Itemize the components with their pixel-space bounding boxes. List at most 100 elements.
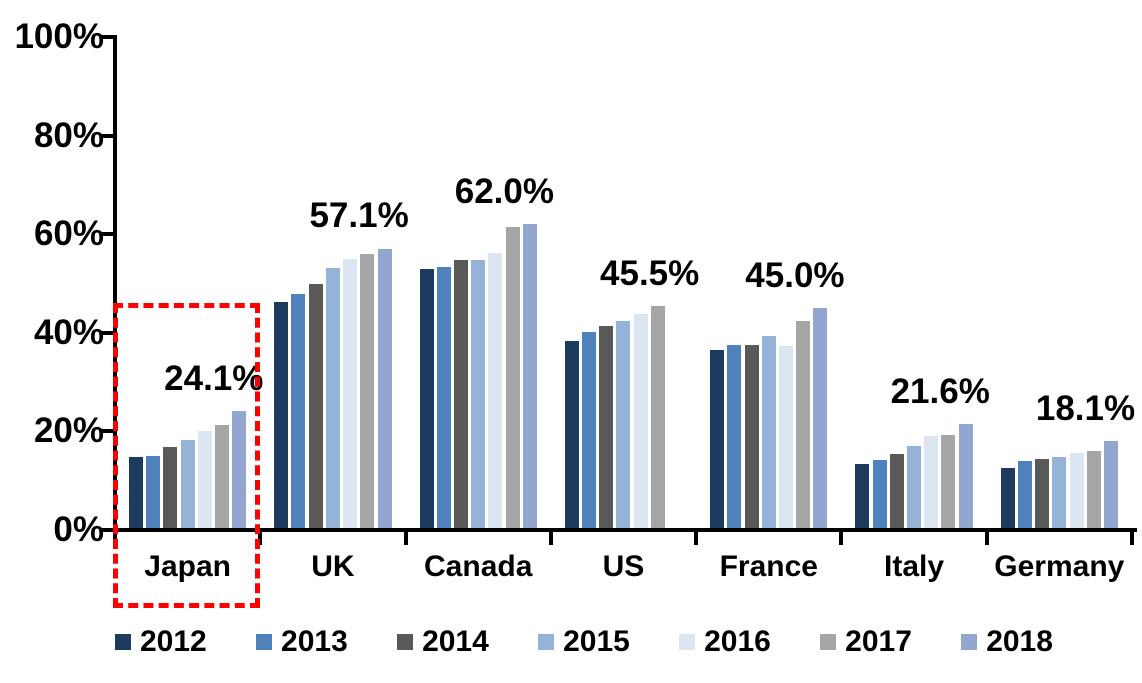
category-group-uk <box>260 37 405 530</box>
y-tick-label: 80% <box>33 115 104 155</box>
legend-label-2014: 2014 <box>422 625 489 658</box>
data-label-us: 45.5% <box>600 253 700 293</box>
bar-japan-2018 <box>232 411 247 530</box>
category-label-us: US <box>602 550 645 583</box>
y-tick-mark <box>101 35 114 39</box>
legend-item-2017: 2017 <box>820 626 912 658</box>
bar-japan-2012 <box>129 456 143 530</box>
bar-italy-2017 <box>941 435 956 530</box>
category-label-germany: Germany <box>994 550 1125 583</box>
y-tick-label: 20% <box>33 411 104 451</box>
bar-us-2013 <box>582 331 597 530</box>
legend-label-2018: 2018 <box>986 625 1053 658</box>
legend-item-2015: 2015 <box>538 626 630 658</box>
legend-item-2018: 2018 <box>961 626 1053 658</box>
bar-uk-2013 <box>291 294 306 530</box>
bar-italy-2013 <box>872 459 887 530</box>
category-label-france: France <box>719 550 818 583</box>
legend-item-2012: 2012 <box>115 626 207 658</box>
data-label-japan: 24.1% <box>164 359 264 399</box>
legend-label-2016: 2016 <box>704 625 771 658</box>
y-tick-mark <box>101 232 114 237</box>
legend-item-2014: 2014 <box>397 626 489 658</box>
bar-italy-2012 <box>855 464 870 530</box>
data-label-uk: 57.1% <box>309 196 409 236</box>
bar-canada-2012 <box>419 268 434 530</box>
bar-us-2014 <box>599 326 614 530</box>
y-tick-mark <box>101 528 114 532</box>
bar-us-2012 <box>564 340 579 530</box>
bar-italy-2015 <box>907 446 922 530</box>
bar-italy-2014 <box>889 454 904 530</box>
category-group-canada <box>406 37 551 530</box>
legend: 2012 2013 2014 2015 2016 2017 2018 <box>115 624 1053 660</box>
legend-label-2012: 2012 <box>140 625 207 658</box>
bar-uk-2012 <box>274 301 289 530</box>
legend-label-2017: 2017 <box>845 625 912 658</box>
category-label-japan: Japan <box>144 550 231 583</box>
bar-germany-2018 <box>1103 440 1118 530</box>
legend-label-2015: 2015 <box>563 625 630 658</box>
bar-germany-2014 <box>1035 459 1050 530</box>
y-tick-mark <box>101 133 114 138</box>
bar-germany-2017 <box>1086 451 1101 530</box>
x-tick-mark <box>839 532 844 545</box>
x-tick-mark <box>403 532 408 545</box>
data-label-france: 45.0% <box>745 256 845 296</box>
bar-uk-2017 <box>360 253 375 530</box>
legend-swatch-2012 <box>115 634 131 650</box>
bar-france-2014 <box>744 345 759 530</box>
bar-germany-2013 <box>1017 460 1032 530</box>
legend-item-2016: 2016 <box>679 626 771 658</box>
legend-swatch-2014 <box>397 634 414 650</box>
bar-germany-2015 <box>1052 457 1067 530</box>
japan-highlight-box <box>113 303 260 608</box>
legend-swatch-2015 <box>538 634 555 650</box>
legend-swatch-2018 <box>961 634 978 650</box>
data-label-italy: 21.6% <box>890 371 990 411</box>
legend-swatch-2016 <box>679 634 696 650</box>
bar-us-2016 <box>633 313 648 530</box>
y-tick-label: 60% <box>33 214 104 254</box>
bar-uk-2016 <box>343 259 358 530</box>
bar-japan-2015 <box>180 440 195 530</box>
bar-canada-2015 <box>471 259 486 530</box>
data-label-canada: 62.0% <box>454 172 554 212</box>
x-tick-mark <box>258 532 263 545</box>
bar-uk-2014 <box>308 283 323 530</box>
bar-canada-2017 <box>505 226 520 530</box>
bar-japan-2014 <box>163 447 178 530</box>
bar-uk-2018 <box>377 248 392 530</box>
bar-france-2016 <box>778 346 793 530</box>
category-group-japan <box>115 37 260 530</box>
category-label-italy: Italy <box>884 550 945 583</box>
bar-canada-2018 <box>522 224 537 530</box>
category-axis-labels: Japan UK Canada US France Italy Germany <box>115 550 1132 584</box>
category-group-germany <box>987 37 1132 530</box>
legend-swatch-2013 <box>256 634 273 650</box>
legend-label-2013: 2013 <box>281 625 348 658</box>
bar-italy-2016 <box>924 436 939 530</box>
y-tick-label: 0% <box>53 510 104 549</box>
bar-us-2015 <box>616 321 631 530</box>
bar-france-2013 <box>727 345 742 530</box>
bar-france-2018 <box>813 308 828 530</box>
legend-item-2013: 2013 <box>256 626 348 658</box>
bar-japan-2016 <box>197 431 212 530</box>
category-label-uk: UK <box>311 550 355 583</box>
x-tick-mark <box>1130 532 1134 545</box>
x-axis-line <box>113 528 1137 532</box>
plot-area <box>115 37 1132 530</box>
x-tick-mark <box>694 532 699 545</box>
x-tick-mark <box>548 532 553 545</box>
legend-swatch-2017 <box>820 634 837 650</box>
category-group-us <box>551 37 696 530</box>
category-group-france <box>696 37 841 530</box>
y-axis-line <box>113 35 117 532</box>
bar-france-2017 <box>796 321 811 530</box>
bar-germany-2016 <box>1069 453 1084 530</box>
x-tick-mark <box>984 532 989 545</box>
y-tick-mark <box>101 330 114 335</box>
y-tick-label: 100% <box>14 17 104 56</box>
category-label-canada: Canada <box>424 550 533 583</box>
